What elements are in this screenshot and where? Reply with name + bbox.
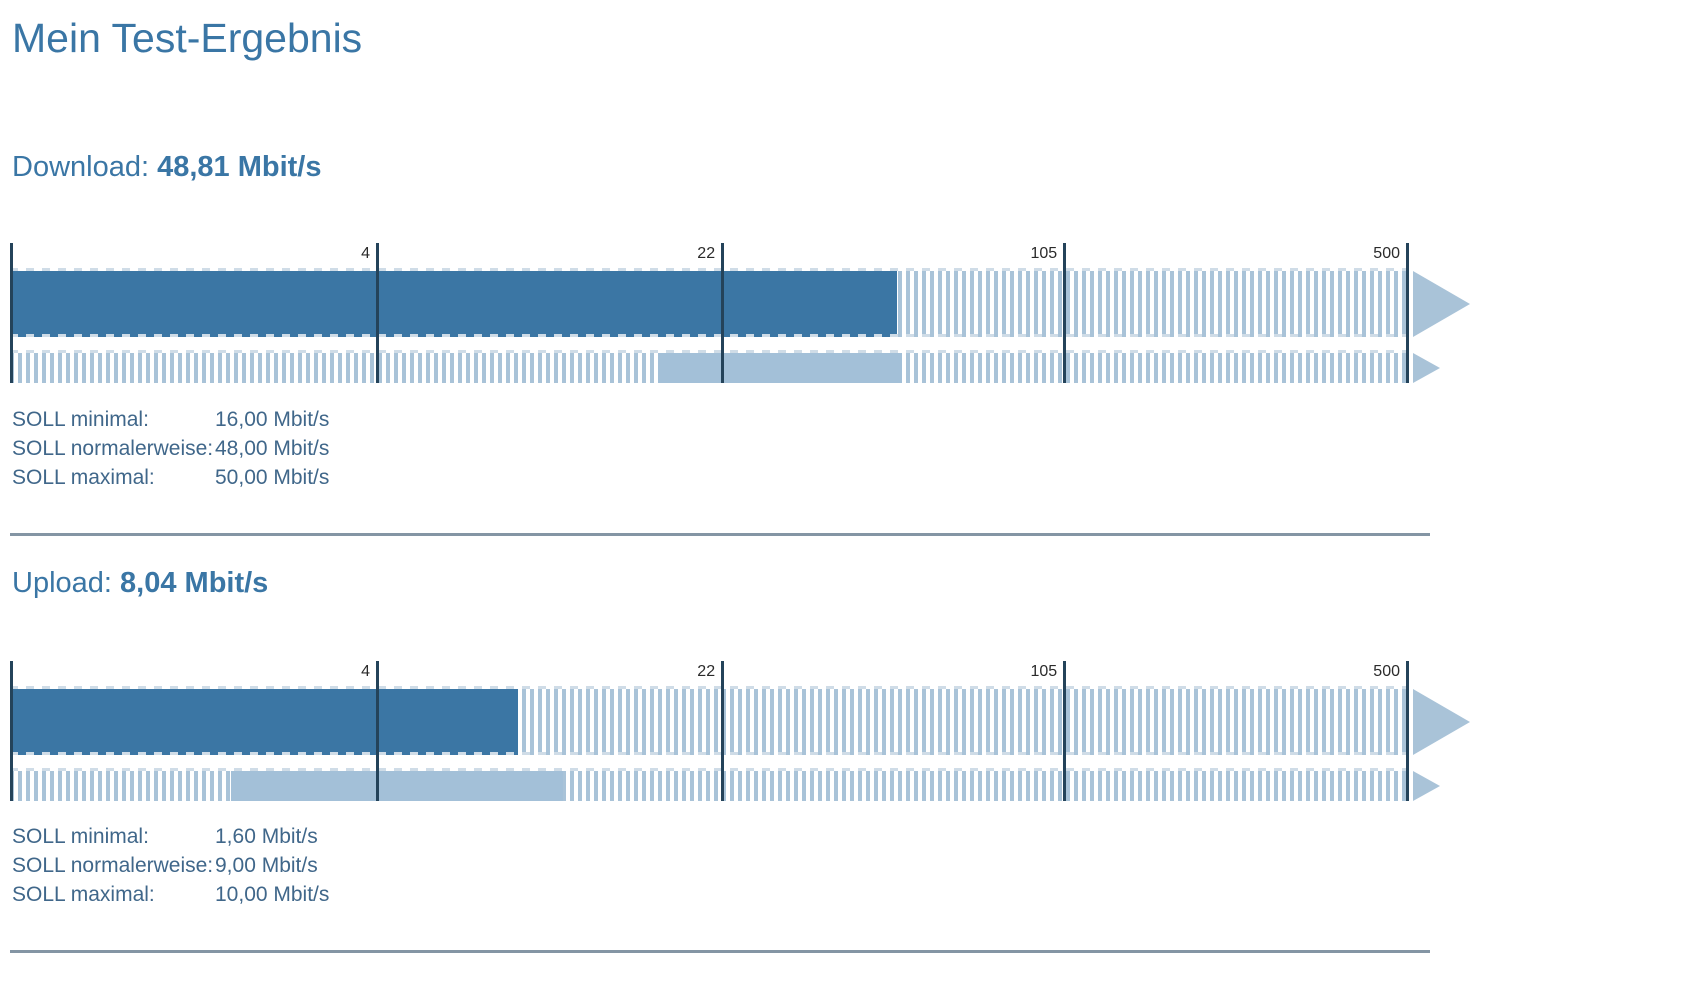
upload-heading: Upload: 8,04 Mbit/s (12, 566, 1686, 600)
scale-tick-line (1063, 661, 1067, 801)
soll-normal-value: 48,00 Mbit/s (215, 437, 330, 460)
scale-tick-label: 22 (697, 663, 716, 680)
dashed-edge (10, 350, 1407, 353)
upload-measured-bar (10, 689, 519, 755)
download-gauge: 4 22 105 500 (10, 243, 1480, 383)
upload-measured-value: 8,04 Mbit/s (120, 567, 269, 599)
soll-minimal-value: 16,00 Mbit/s (215, 408, 330, 431)
upload-measured-track (10, 689, 1407, 755)
soll-minimal-label: SOLL minimal: (12, 408, 149, 431)
upload-gauge: 4 22 105 500 (10, 661, 1480, 801)
download-measured-track (10, 271, 1407, 337)
page-title: Mein Test-Ergebnis (12, 15, 363, 61)
scale-tick-line (376, 661, 379, 801)
scale-tick-label: 4 (361, 245, 370, 262)
soll-maximal-label: SOLL maximal: (12, 883, 155, 906)
download-soll-band (657, 353, 902, 383)
download-soll-track (10, 353, 1407, 383)
section-divider (10, 950, 1430, 953)
soll-normal-label: SOLL normalerweise: (12, 437, 214, 460)
scale-tick-label: 500 (1373, 663, 1400, 680)
upload-soll-band (231, 771, 563, 801)
scale-tick-label: 105 (1030, 663, 1058, 680)
scale-start-line (10, 661, 13, 801)
scale-tick-label: 4 (361, 663, 370, 680)
upload-soll-track (10, 771, 1407, 801)
download-measured-bar (10, 271, 897, 337)
upload-soll-table: SOLL minimal: 1,60 Mbit/s SOLL normalerw… (12, 822, 1686, 909)
scale-tick-line (721, 243, 725, 383)
scale-arrow-icon (1413, 689, 1470, 755)
scale-tick-line (721, 661, 725, 801)
soll-minimal-label: SOLL minimal: (12, 825, 149, 848)
scale-arrow-icon (1413, 353, 1440, 383)
scale-tick-line (1406, 243, 1409, 383)
soll-minimal-value: 1,60 Mbit/s (215, 825, 318, 848)
dashed-edge (10, 334, 1407, 337)
dashed-edge (10, 768, 1407, 771)
scale-tick-line (1406, 661, 1409, 801)
soll-normal-value: 9,00 Mbit/s (215, 854, 318, 877)
soll-normal-label: SOLL normalerweise: (12, 854, 214, 877)
section-divider (10, 533, 1430, 536)
scale-arrow-icon (1413, 271, 1470, 337)
dashed-edge (10, 686, 1407, 689)
download-heading-label: Download: (12, 151, 150, 183)
soll-maximal-value: 10,00 Mbit/s (215, 883, 330, 906)
soll-maximal-label: SOLL maximal: (12, 466, 155, 489)
scale-tick-line (1063, 243, 1067, 383)
download-measured-value: 48,81 Mbit/s (157, 151, 322, 183)
upload-heading-label: Upload: (12, 567, 112, 599)
scale-arrow-icon (1413, 771, 1440, 801)
scale-tick-label: 105 (1030, 245, 1058, 262)
soll-maximal-value: 50,00 Mbit/s (215, 466, 330, 489)
scale-tick-label: 500 (1373, 245, 1400, 262)
download-heading: Download: 48,81 Mbit/s (12, 150, 1686, 184)
dashed-edge (10, 752, 1407, 755)
scale-start-line (10, 243, 13, 383)
scale-tick-line (376, 243, 379, 383)
download-soll-table: SOLL minimal: 16,00 Mbit/s SOLL normaler… (12, 405, 1686, 492)
dashed-edge (10, 268, 1407, 271)
scale-tick-label: 22 (697, 245, 716, 262)
